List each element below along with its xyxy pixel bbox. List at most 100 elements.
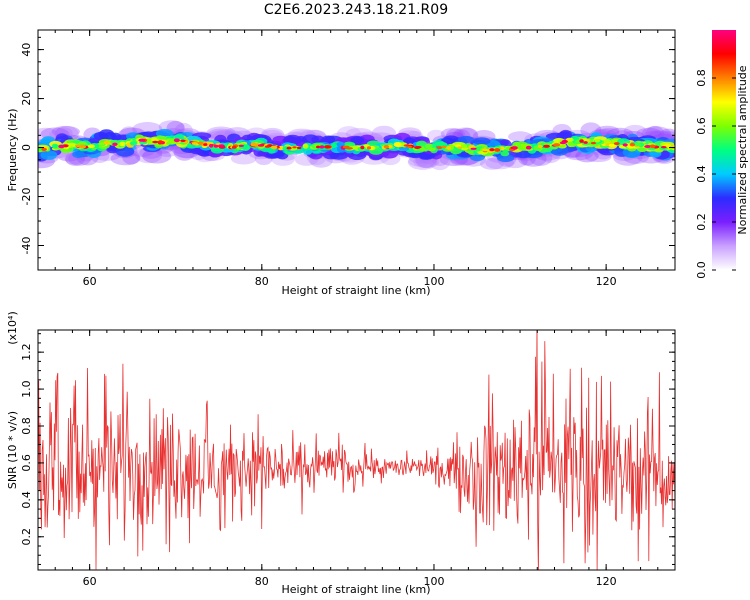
spectrogram-cell (98, 129, 115, 140)
spectrogram-cell (543, 144, 550, 148)
spectrogram-cell (316, 145, 321, 149)
spectrogram-cell (41, 147, 47, 152)
spectrogram-cell (482, 148, 489, 152)
spectrogram-cell (595, 125, 620, 137)
spectrogram-cell (296, 146, 302, 150)
spectrogram-cell (336, 141, 345, 147)
spectrogram-cell (366, 146, 372, 150)
y-tick-label: 0 (20, 144, 33, 151)
spectrogram-cell (526, 146, 531, 150)
spectrogram-cell (209, 143, 214, 148)
spectrogram-cell (238, 144, 244, 147)
spectrogram-cell (180, 139, 186, 142)
spectrogram-cell (292, 146, 297, 149)
x-tick-label: 80 (255, 575, 269, 588)
colorbar-ticks: 0.0 0.2 0.4 0.6 0.8 (695, 69, 736, 279)
spectrogram-cell (319, 145, 325, 149)
spectrogram-cell (579, 139, 584, 143)
spectrogram-cell (51, 143, 59, 149)
spectrogram-cell (622, 143, 628, 147)
spectrogram-cell (103, 140, 109, 145)
spectrogram-cell (286, 146, 292, 150)
spectrogram-cell (608, 143, 617, 147)
spectrogram-cell (302, 143, 309, 149)
y-tick-label: -40 (20, 237, 33, 255)
spectrogram-cell (650, 144, 656, 149)
colorbar-label: Normalized spectral amplitude (736, 65, 749, 234)
spectrogram-cell (590, 142, 596, 145)
spectrogram-cell (330, 143, 338, 148)
spectrogram-cell (414, 146, 422, 149)
spectrogram-cell (72, 150, 85, 158)
snr-x-axis-label: Height of straight line (km) (281, 583, 430, 596)
spectrogram-cell (58, 144, 65, 149)
spectrogram-cell (173, 138, 180, 143)
spectrogram-cell (497, 154, 515, 163)
snr-y-axis-label: SNR (10 * v/v) (6, 411, 19, 489)
spectrogram-cell (560, 141, 567, 144)
spectrogram-cell (457, 146, 463, 149)
spectrogram-cell (129, 141, 138, 146)
spectrogram-cell (508, 131, 533, 143)
spectrogram-cell (387, 144, 393, 149)
y-tick-label: 0.6 (20, 454, 33, 472)
y-tick-label: 20 (20, 92, 33, 106)
spectrogram-cell (575, 149, 599, 163)
snr-frame (37, 329, 676, 571)
spectrogram-cell (231, 145, 237, 149)
spectrogram-cell (79, 144, 86, 149)
spectrogram-y-axis-label: Frequency (Hz) (6, 109, 19, 192)
colorbar-tick-label: 0.4 (695, 165, 708, 183)
spectrogram-cell (203, 143, 208, 146)
spectrogram-cell (418, 152, 432, 160)
spectrogram-cell (213, 144, 219, 148)
spectrogram-cell (629, 142, 636, 147)
y-tick-label: 40 (20, 43, 33, 57)
y-tick-label: 0.4 (20, 491, 33, 509)
spectrogram-cell (470, 147, 477, 150)
spectrogram-cell (383, 145, 389, 149)
y-tick-label: 1.2 (20, 343, 33, 361)
spectrogram-cell (500, 151, 510, 157)
snr-plot-area (38, 330, 675, 570)
spectrogram-cell (342, 145, 350, 149)
snr-panel: 60 80 100 120 0.2 0.4 0.6 0.8 1.0 1.2 Height of s… (6, 311, 676, 596)
spectrogram-cell (489, 148, 495, 152)
spectrogram-cell (568, 137, 574, 142)
x-tick-label: 60 (83, 275, 97, 288)
spectrogram-cell (537, 144, 543, 148)
snr-ticks: 60 80 100 120 0.2 0.4 0.6 0.8 1.0 1.2 (20, 330, 676, 588)
spectrogram-cell (115, 146, 135, 157)
spectrogram-cell (152, 140, 159, 144)
spectrogram-cell (494, 148, 501, 152)
spectrogram-cell (553, 143, 561, 147)
spectrogram-cell (270, 145, 278, 149)
spectrogram-cell (257, 144, 265, 147)
y-tick-label: -20 (20, 188, 33, 206)
spectrogram-cell (265, 145, 270, 148)
spectrogram-cell (119, 141, 126, 147)
spectrogram-cell (434, 141, 448, 147)
colorbar-tick-label: 0.6 (695, 117, 708, 135)
colorbar-scale (712, 30, 736, 270)
spectrogram-cell (110, 139, 120, 145)
spectrogram-cell (446, 146, 451, 150)
spectrogram-cell (324, 145, 331, 149)
x-tick-label: 120 (596, 275, 617, 288)
spectrogram-cell (142, 148, 172, 164)
spectrogram-cell (393, 142, 402, 147)
spectrogram-x-axis-label: Height of straight line (km) (281, 284, 430, 297)
spectrogram-cell (480, 158, 504, 170)
colorbar: 0.0 0.2 0.4 0.6 0.8 Normalized spectral ampl… (695, 30, 749, 279)
spectrogram-cell (230, 152, 257, 165)
spectrogram-cell (407, 145, 413, 148)
spectrogram-cell (583, 141, 588, 144)
snr-y-multiplier: (x10⁴) (6, 311, 19, 345)
spectrogram-panel: 60 80 100 120 -40 -20 0 20 40 Height of straight… (6, 29, 676, 297)
spectrogram-cell (661, 146, 667, 149)
spectrogram-cell (457, 135, 475, 144)
colorbar-tick-label: 0.0 (695, 261, 708, 279)
x-tick-label: 120 (596, 575, 617, 588)
spectrogram-cell (191, 142, 198, 146)
